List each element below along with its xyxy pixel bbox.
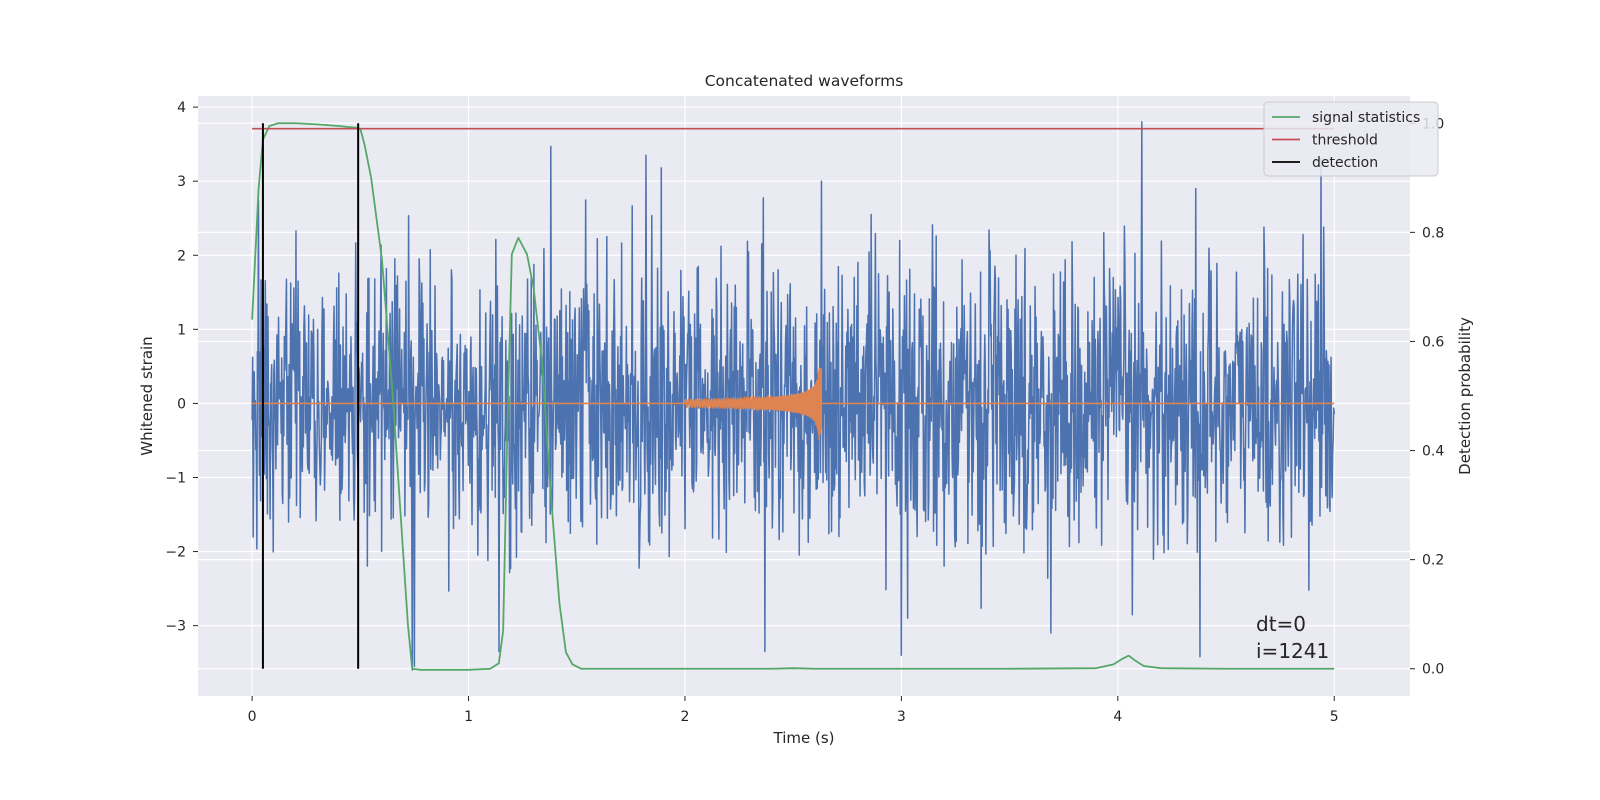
legend-label: detection (1312, 155, 1378, 171)
chart-title: Concatenated waveforms (705, 72, 904, 90)
y-tick-label-right: 0.2 (1422, 553, 1444, 569)
x-tick-label: 5 (1330, 709, 1339, 725)
y-tick-label-left: −2 (165, 545, 186, 561)
y-tick-label-right: 0.6 (1422, 334, 1444, 350)
legend-label: threshold (1312, 133, 1378, 149)
y-axis-label-left: Whitened strain (138, 336, 156, 455)
x-tick-label: 4 (1113, 709, 1122, 725)
legend-item-threshold: threshold (1272, 133, 1378, 149)
legend: signal statistics threshold detection (1263, 101, 1439, 177)
legend-item-signal-statistics: signal statistics (1272, 110, 1420, 126)
y-tick-label-left: 1 (177, 322, 186, 338)
legend-item-detection: detection (1272, 155, 1378, 171)
x-axis-label: Time (s) (773, 729, 835, 747)
legend-label: signal statistics (1312, 110, 1420, 126)
y-tick-label-left: 0 (177, 396, 186, 412)
y-tick-label-right: 0.0 (1422, 662, 1444, 678)
annotation-index: i=1241 (1256, 639, 1329, 663)
y-tick-label-left: −3 (165, 619, 186, 635)
y-tick-label-left: −1 (165, 470, 186, 486)
y-axis-label-right: Detection probability (1456, 317, 1474, 475)
series-injected-waveform (252, 367, 1335, 440)
y-tick-label-right: 0.4 (1422, 444, 1444, 460)
x-tick-label: 3 (897, 709, 906, 725)
series-whitened-strain (251, 121, 1335, 671)
y-tick-label-left: 4 (177, 100, 186, 116)
legend-box (1263, 101, 1439, 177)
x-tick-label: 1 (464, 709, 473, 725)
x-tick-label: 2 (681, 709, 690, 725)
y-tick-label-left: 3 (177, 174, 186, 190)
x-tick-label: 0 (248, 709, 257, 725)
series-signal-statistics (251, 122, 1335, 671)
y-tick-label-right: 0.8 (1422, 225, 1444, 241)
y-tick-label-left: 2 (177, 248, 186, 264)
series-layer (251, 121, 1335, 671)
annotation-dt: dt=0 (1256, 612, 1306, 636)
